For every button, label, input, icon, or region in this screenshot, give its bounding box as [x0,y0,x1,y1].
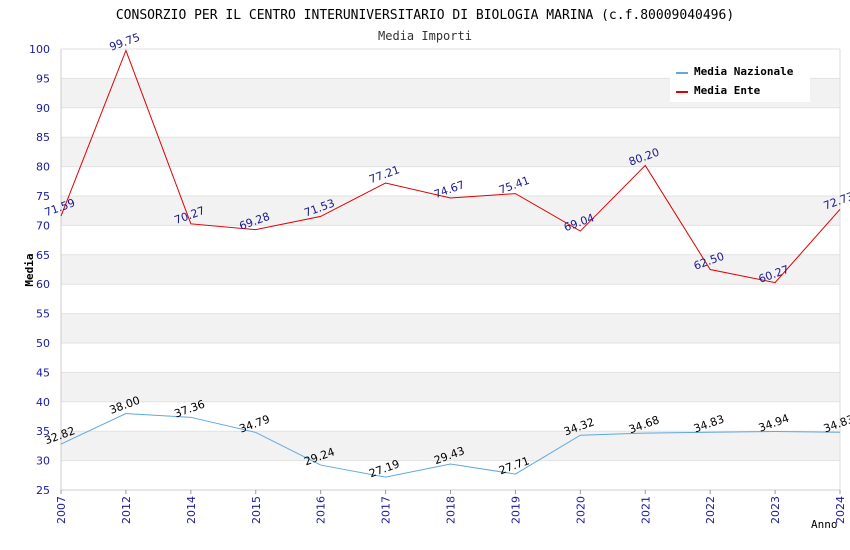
y-tick-label: 50 [36,337,50,350]
x-tick-label: 2023 [769,496,782,524]
x-axis: 2007 2012 2014 2015 2016 2017 2018 2019 2020 2021… [55,490,847,524]
grid-band [61,431,840,461]
legend: Media Nazionale Media Ente [670,60,810,102]
legend-box [670,60,810,102]
x-tick-label: 2021 [639,496,652,524]
x-tick-label: 2012 [120,496,133,524]
series-line-nazionale [60,413,841,478]
y-tick-label: 75 [36,190,50,203]
grid-band [61,460,840,490]
x-axis-label: Anno [811,518,838,531]
y-tick-label: 40 [36,396,50,409]
y-tick-label: 70 [36,219,50,232]
series-lines [60,49,841,478]
y-tick-label: 45 [36,366,50,379]
y-tick-label: 100 [29,43,50,56]
legend-label-ente: Media Ente [694,84,761,97]
y-axis: 25 30 35 40 45 50 55 60 65 70 75 80 85 90 95 100 [29,43,50,497]
grid-band [61,225,840,255]
x-tick-label: 2024 [834,496,847,524]
grid-band [61,401,840,432]
y-tick-label: 60 [36,278,50,291]
x-tick-label: 2019 [509,496,522,524]
y-tick-label: 95 [36,72,50,85]
x-tick-label: 2017 [380,496,393,524]
y-tick-label: 90 [36,102,50,115]
y-tick-label: 80 [36,161,50,174]
grid-band [61,343,840,373]
y-axis-label: Media [23,253,36,286]
grid-band [61,313,840,343]
y-tick-label: 85 [36,131,50,144]
x-tick-label: 2014 [185,496,198,524]
grid-band [61,284,840,314]
grid-band [61,137,840,167]
grid-band [61,372,840,402]
y-tick-label: 35 [36,425,50,438]
grid-band [61,196,840,226]
x-tick-label: 2022 [704,496,717,524]
y-tick-label: 25 [36,484,50,497]
y-tick-label: 30 [36,455,50,468]
x-tick-label: 2007 [55,496,68,524]
grid-bands [60,48,841,491]
x-tick-label: 2016 [315,496,328,524]
legend-label-nazionale: Media Nazionale [694,65,794,78]
x-tick-label: 2015 [250,496,263,524]
x-tick-label: 2020 [574,496,587,524]
series-line-ente [60,49,841,284]
grid-band [61,107,840,138]
y-tick-label: 65 [36,249,50,262]
x-tick-label: 2018 [445,496,458,524]
grid-band [61,166,840,196]
y-tick-label: 55 [36,308,50,321]
chart-title: CONSORZIO PER IL CENTRO INTERUNIVERSITAR… [116,8,734,23]
chart-subtitle: Media Importi [378,29,472,43]
